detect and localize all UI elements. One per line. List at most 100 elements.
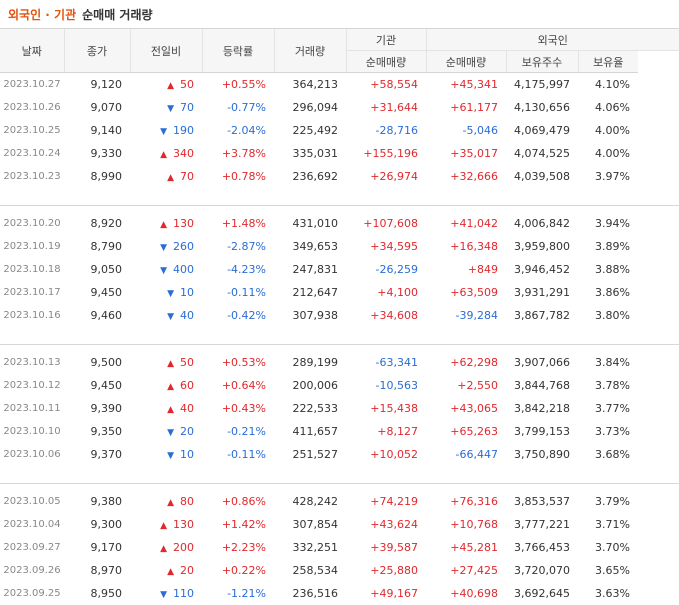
- cell-rate: +0.64%: [202, 374, 274, 397]
- cell-close: 8,920: [64, 212, 130, 235]
- cell-volume: 335,031: [274, 142, 346, 165]
- cell-foreign-ratio: 3.73%: [578, 420, 638, 443]
- triangle-down-icon: ▼: [167, 289, 174, 299]
- cell-foreign-net: +45,281: [426, 536, 506, 559]
- cell-foreign-hold: 3,867,782: [506, 304, 578, 327]
- cell-inst-net: +34,608: [346, 304, 426, 327]
- cell-rate: +0.22%: [202, 559, 274, 582]
- cell-rate: -0.11%: [202, 281, 274, 304]
- cell-foreign-net: +35,017: [426, 142, 506, 165]
- cell-change: ▲ 130: [130, 513, 202, 536]
- cell-date: 2023.10.27: [0, 73, 64, 97]
- cell-change: ▲50: [130, 73, 202, 97]
- col-foreign-net: 순매매량: [426, 51, 506, 73]
- group-divider: [0, 327, 679, 345]
- cell-foreign-hold: 4,006,842: [506, 212, 578, 235]
- cell-close: 9,370: [64, 443, 130, 466]
- change-value: 10: [180, 448, 194, 461]
- cell-date: 2023.10.20: [0, 212, 64, 235]
- cell-foreign-ratio: 3.84%: [578, 351, 638, 374]
- change-value: 130: [173, 518, 194, 531]
- col-close: 종가: [64, 29, 130, 73]
- cell-rate: +0.53%: [202, 351, 274, 374]
- cell-date: 2023.10.13: [0, 351, 64, 374]
- cell-foreign-net: +27,425: [426, 559, 506, 582]
- cell-foreign-net: +45,341: [426, 73, 506, 97]
- col-change: 전일비: [130, 29, 202, 73]
- cell-volume: 332,251: [274, 536, 346, 559]
- change-value: 40: [180, 402, 194, 415]
- cell-inst-net: -28,716: [346, 119, 426, 142]
- col-foreign-ratio: 보유율: [578, 51, 638, 73]
- cell-volume: 289,199: [274, 351, 346, 374]
- cell-change: ▲200: [130, 536, 202, 559]
- triangle-down-icon: ▼: [167, 312, 174, 322]
- cell-foreign-ratio: 3.70%: [578, 536, 638, 559]
- cell-date: 2023.10.16: [0, 304, 64, 327]
- group-divider: [0, 188, 679, 206]
- cell-foreign-net: +76,316: [426, 490, 506, 513]
- cell-foreign-hold: 3,777,221: [506, 513, 578, 536]
- cell-inst-net: +107,608: [346, 212, 426, 235]
- cell-foreign-net: +62,298: [426, 351, 506, 374]
- header-row-top: 날짜 종가 전일비 등락률 거래량 기관 외국인: [0, 29, 679, 51]
- change-value: 20: [180, 425, 194, 438]
- cell-close: 9,350: [64, 420, 130, 443]
- cell-volume: 411,657: [274, 420, 346, 443]
- cell-close: 9,450: [64, 281, 130, 304]
- cell-date: 2023.10.10: [0, 420, 64, 443]
- cell-change: ▼260: [130, 235, 202, 258]
- cell-foreign-hold: 3,959,800: [506, 235, 578, 258]
- cell-inst-net: +10,052: [346, 443, 426, 466]
- cell-volume: 251,527: [274, 443, 346, 466]
- cell-foreign-hold: 3,799,153: [506, 420, 578, 443]
- triangle-up-icon: ▲: [160, 220, 167, 230]
- triangle-up-icon: ▲: [160, 521, 167, 531]
- triangle-down-icon: ▼: [167, 428, 174, 438]
- group-divider: [0, 466, 679, 484]
- cell-volume: 431,010: [274, 212, 346, 235]
- change-value: 80: [180, 495, 194, 508]
- cell-rate: +0.43%: [202, 397, 274, 420]
- cell-foreign-net: +2,550: [426, 374, 506, 397]
- cell-change: ▼10: [130, 443, 202, 466]
- triangle-up-icon: ▲: [160, 544, 167, 554]
- cell-foreign-ratio: 4.06%: [578, 96, 638, 119]
- cell-foreign-ratio: 3.88%: [578, 258, 638, 281]
- cell-close: 9,170: [64, 536, 130, 559]
- col-group-foreign: 외국인: [426, 29, 679, 51]
- cell-rate: +2.23%: [202, 536, 274, 559]
- triangle-up-icon: ▲: [167, 405, 174, 415]
- cell-close: 9,380: [64, 490, 130, 513]
- triangle-up-icon: ▲: [167, 359, 174, 369]
- cell-foreign-hold: 4,039,508: [506, 165, 578, 188]
- cell-rate: +1.48%: [202, 212, 274, 235]
- change-value: 70: [180, 170, 194, 183]
- cell-inst-net: +155,196: [346, 142, 426, 165]
- cell-close: 9,070: [64, 96, 130, 119]
- cell-foreign-ratio: 3.68%: [578, 443, 638, 466]
- cell-inst-net: +15,438: [346, 397, 426, 420]
- cell-close: 9,390: [64, 397, 130, 420]
- cell-inst-net: +26,974: [346, 165, 426, 188]
- cell-date: 2023.09.26: [0, 559, 64, 582]
- triangle-up-icon: ▲: [167, 173, 174, 183]
- triangle-up-icon: ▲: [167, 498, 174, 508]
- change-value: 260: [173, 240, 194, 253]
- cell-date: 2023.10.11: [0, 397, 64, 420]
- cell-foreign-hold: 3,844,768: [506, 374, 578, 397]
- change-value: 70: [180, 101, 194, 114]
- cell-foreign-ratio: 3.86%: [578, 281, 638, 304]
- cell-date: 2023.10.17: [0, 281, 64, 304]
- divider-line: [0, 466, 679, 484]
